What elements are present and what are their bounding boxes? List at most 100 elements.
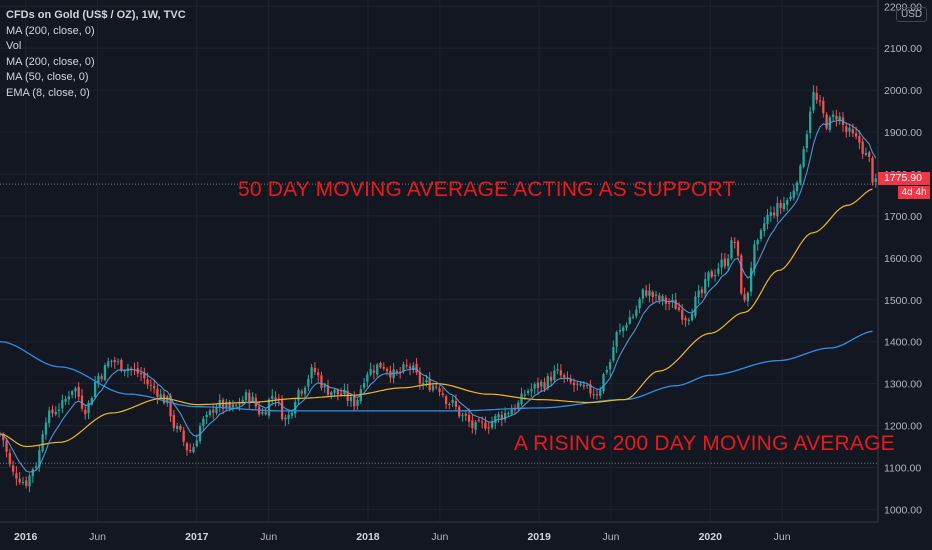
candle-body-15 bbox=[48, 410, 51, 424]
candle-body-228 bbox=[746, 292, 750, 302]
candle-body-199 bbox=[651, 291, 654, 298]
candle-body-243 bbox=[795, 182, 799, 192]
indicator-ma50[interactable]: MA (50, close, 0) bbox=[6, 71, 89, 83]
candle-body-126 bbox=[412, 365, 415, 371]
candle-body-246 bbox=[805, 134, 809, 149]
candle-body-178 bbox=[582, 385, 586, 387]
candle-body-83 bbox=[271, 395, 274, 399]
candle-body-248 bbox=[812, 92, 815, 111]
candle-body-240 bbox=[786, 200, 789, 205]
candle-body-86 bbox=[280, 400, 284, 420]
candle-body-40 bbox=[130, 368, 133, 370]
symbol-title[interactable]: CFDs on Gold (US$ / OZ), 1W, TVC bbox=[6, 9, 186, 21]
candle-body-258 bbox=[845, 126, 848, 132]
candle-body-92 bbox=[300, 391, 303, 394]
candle-body-180 bbox=[589, 384, 592, 394]
candle-body-145 bbox=[474, 421, 477, 430]
candle-body-204 bbox=[667, 302, 671, 304]
candle-body-87 bbox=[284, 417, 287, 420]
candle-body-260 bbox=[851, 129, 854, 134]
candle-body-81 bbox=[264, 411, 267, 415]
candle-body-98 bbox=[320, 375, 323, 388]
candle-body-89 bbox=[290, 412, 294, 416]
candle-body-125 bbox=[408, 366, 412, 369]
candle-body-207 bbox=[677, 307, 681, 311]
candle-body-104 bbox=[339, 393, 343, 395]
candle-body-171 bbox=[559, 370, 563, 376]
candle-body-188 bbox=[615, 332, 618, 347]
candle-body-165 bbox=[540, 381, 543, 387]
candle-body-185 bbox=[605, 369, 608, 373]
indicator-ma200-b[interactable]: MA (200, close, 0) bbox=[6, 55, 95, 68]
candle-body-252 bbox=[825, 114, 828, 129]
candle-body-45 bbox=[146, 379, 149, 385]
candle-body-62 bbox=[202, 418, 205, 426]
candle-body-59 bbox=[192, 446, 195, 453]
candle-body-96 bbox=[313, 368, 317, 373]
candle-body-91 bbox=[297, 390, 300, 401]
indicator-ema8[interactable]: EMA (8, close, 0) bbox=[6, 86, 90, 99]
y-tick-label-6: 1600.00 bbox=[884, 253, 922, 265]
candle-body-226 bbox=[740, 255, 743, 294]
candle-body-231 bbox=[756, 239, 759, 245]
candle-body-136 bbox=[444, 396, 448, 405]
candle-body-127 bbox=[415, 363, 418, 373]
x-tick-label-0: 2016 bbox=[14, 531, 38, 543]
candle-body-267 bbox=[874, 178, 877, 183]
candle-body-60 bbox=[195, 440, 198, 447]
candle-body-94 bbox=[307, 378, 310, 387]
candle-body-159 bbox=[520, 393, 523, 405]
candle-body-144 bbox=[471, 420, 474, 429]
candle-body-195 bbox=[638, 298, 641, 309]
candle-body-190 bbox=[622, 327, 625, 332]
candle-body-143 bbox=[467, 414, 471, 422]
candle-body-139 bbox=[454, 401, 458, 407]
candle-body-30 bbox=[97, 375, 100, 384]
x-tick-label-2: 2017 bbox=[185, 531, 209, 543]
candle-body-147 bbox=[481, 421, 484, 423]
candle-body-193 bbox=[631, 316, 635, 318]
candle-body-227 bbox=[743, 294, 746, 301]
candle-body-85 bbox=[277, 398, 280, 400]
candle-body-163 bbox=[533, 384, 536, 389]
currency-label[interactable]: USD bbox=[896, 7, 928, 22]
candle-body-133 bbox=[435, 386, 438, 388]
candle-body-166 bbox=[543, 382, 546, 389]
candle-body-129 bbox=[421, 382, 425, 385]
candle-body-264 bbox=[864, 153, 868, 155]
candle-body-16 bbox=[51, 409, 54, 414]
candle-body-53 bbox=[172, 414, 175, 428]
y-tick-label-4: 1400.00 bbox=[884, 337, 922, 349]
candle-body-31 bbox=[100, 376, 103, 379]
candle-body-23 bbox=[74, 388, 77, 392]
candle-body-259 bbox=[848, 127, 851, 132]
candle-body-184 bbox=[602, 374, 605, 392]
candle-body-194 bbox=[635, 309, 638, 317]
candle-body-149 bbox=[487, 427, 490, 429]
candle-body-217 bbox=[710, 271, 713, 278]
indicator-ma200-a[interactable]: MA (200, close, 0) bbox=[6, 24, 95, 37]
candle-body-19 bbox=[61, 400, 64, 409]
candle-body-44 bbox=[143, 372, 146, 379]
candle-body-51 bbox=[166, 396, 169, 404]
last-price-label: 1775.90 bbox=[878, 172, 930, 185]
candle-body-2 bbox=[5, 440, 8, 452]
candle-body-211 bbox=[690, 314, 694, 321]
candle-body-186 bbox=[608, 362, 612, 370]
candle-body-115 bbox=[376, 364, 379, 375]
candle-body-244 bbox=[799, 165, 802, 184]
candle-body-82 bbox=[267, 399, 271, 416]
candle-body-34 bbox=[110, 360, 113, 362]
candle-body-124 bbox=[405, 365, 408, 367]
candle-body-29 bbox=[93, 382, 97, 397]
candle-body-169 bbox=[553, 370, 556, 380]
candle-body-54 bbox=[175, 426, 179, 429]
candle-body-167 bbox=[546, 375, 549, 389]
candle-body-3 bbox=[8, 452, 11, 465]
y-tick-label-0: 1000.00 bbox=[884, 504, 922, 516]
indicator-vol[interactable]: Vol bbox=[6, 40, 22, 52]
candle-body-49 bbox=[159, 394, 162, 399]
candle-body-114 bbox=[372, 370, 376, 373]
candle-body-152 bbox=[497, 414, 500, 418]
